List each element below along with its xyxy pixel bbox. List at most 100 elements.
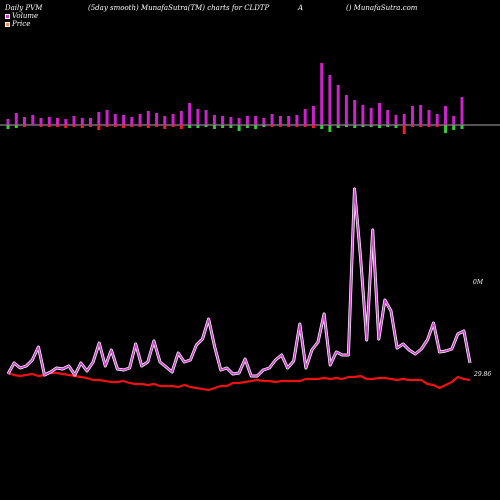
volume-bar-lower <box>369 125 373 127</box>
volume-bar-lower <box>237 125 241 131</box>
volume-bar-lower <box>113 125 117 127</box>
volume-bar <box>402 114 406 125</box>
volume-bar-lower <box>6 125 10 129</box>
volume-bar-lower <box>23 125 26 127</box>
volume-bar <box>122 115 126 125</box>
volume-bar <box>188 103 192 125</box>
volume-bar-lower <box>97 125 101 130</box>
volume-bar <box>171 114 175 125</box>
volume-bar <box>311 106 315 125</box>
volume-bar <box>419 105 423 125</box>
volume-bar-lower <box>311 125 315 128</box>
volume-bar-lower <box>353 125 357 128</box>
volume-bar <box>221 116 225 125</box>
volume-bar <box>369 108 373 125</box>
chart-title: (5day smooth) MunafaSutra(TM) charts for… <box>88 4 270 12</box>
volume-bar <box>336 85 340 125</box>
volume-bar <box>80 118 84 125</box>
legend-item-price: Price <box>5 20 38 28</box>
volume-max-label: 0M <box>473 279 484 286</box>
pvm-line <box>7 188 471 377</box>
volume-bar-lower <box>122 125 126 128</box>
volume-bar <box>460 97 464 125</box>
volume-bar <box>31 115 35 125</box>
volume-bar-lower <box>427 125 431 127</box>
volume-bar <box>270 114 274 125</box>
volume-bar <box>155 113 159 125</box>
volume-bar <box>303 109 307 125</box>
legend-item-volume: Volume <box>5 12 38 20</box>
volume-bar-lower <box>39 125 43 127</box>
volume-bar <box>237 118 241 125</box>
volume-bar-lower <box>204 125 208 127</box>
volume-bar-lower <box>435 125 439 127</box>
volume-bar <box>386 110 390 125</box>
volume-bar <box>56 118 59 125</box>
volume-bars <box>6 63 464 134</box>
volume-bar <box>23 117 26 125</box>
site-credit: () MunafaSutra.com <box>346 4 418 12</box>
volume-bar-lower <box>196 125 200 128</box>
volume-bar <box>72 116 76 125</box>
volume-bar <box>179 111 183 125</box>
legend-label-volume: Volume <box>12 12 39 20</box>
volume-bar-lower <box>146 125 150 128</box>
volume-bar <box>39 118 43 125</box>
volume-bar-lower <box>72 125 76 127</box>
volume-bar-lower <box>287 125 291 127</box>
volume-bar-lower <box>328 125 332 132</box>
volume-bar <box>138 114 142 125</box>
volume-bar <box>328 75 332 125</box>
volume-bar-lower <box>163 125 167 129</box>
legend: Volume Price <box>5 12 38 28</box>
volume-bar-lower <box>278 125 282 127</box>
volume-bar-lower <box>56 125 59 127</box>
volume-bar <box>378 103 381 125</box>
volume-bar-lower <box>155 125 159 127</box>
volume-bar-lower <box>179 125 183 129</box>
legend-swatch-price <box>5 21 10 27</box>
volume-bar-lower <box>105 125 109 127</box>
volume-bar <box>47 117 51 125</box>
chart-subtitle-marker: A <box>298 4 304 12</box>
volume-bar-lower <box>89 125 92 127</box>
volume-bar-lower <box>262 125 266 127</box>
volume-bar-lower <box>47 125 51 127</box>
volume-bar <box>452 116 456 125</box>
volume-bar-lower <box>394 125 398 128</box>
volume-bar-lower <box>14 125 18 128</box>
volume-bar-lower <box>411 125 414 127</box>
volume-bar-lower <box>254 125 258 129</box>
volume-bar <box>64 119 68 125</box>
volume-bar-lower <box>221 125 225 128</box>
pvm-line-halo <box>6 187 472 378</box>
volume-bar <box>245 116 249 125</box>
volume-bar <box>411 106 414 125</box>
volume-bar <box>105 110 109 125</box>
price-last-label: 29.86 <box>473 371 491 378</box>
volume-bar <box>130 117 134 125</box>
volume-bar-lower <box>171 125 175 127</box>
volume-bar <box>295 115 299 125</box>
chart-type-label: Daily PVM <box>5 4 43 12</box>
volume-bar <box>146 111 150 125</box>
volume-bar-lower <box>361 125 365 127</box>
volume-bar-lower <box>460 125 464 129</box>
volume-bar-lower <box>295 125 299 127</box>
legend-swatch-volume <box>5 13 10 19</box>
volume-bar-lower <box>378 125 381 128</box>
volume-bar <box>89 118 92 125</box>
volume-bar <box>204 110 208 125</box>
volume-bar-lower <box>188 125 192 128</box>
volume-bar <box>14 113 18 125</box>
volume-bar <box>353 100 357 125</box>
volume-bar <box>97 112 101 125</box>
volume-bar <box>287 116 291 125</box>
volume-bar-lower <box>419 125 423 127</box>
volume-bar <box>254 116 258 125</box>
volume-bar-lower <box>452 125 456 130</box>
volume-bar <box>278 116 282 125</box>
volume-bar <box>427 110 431 125</box>
